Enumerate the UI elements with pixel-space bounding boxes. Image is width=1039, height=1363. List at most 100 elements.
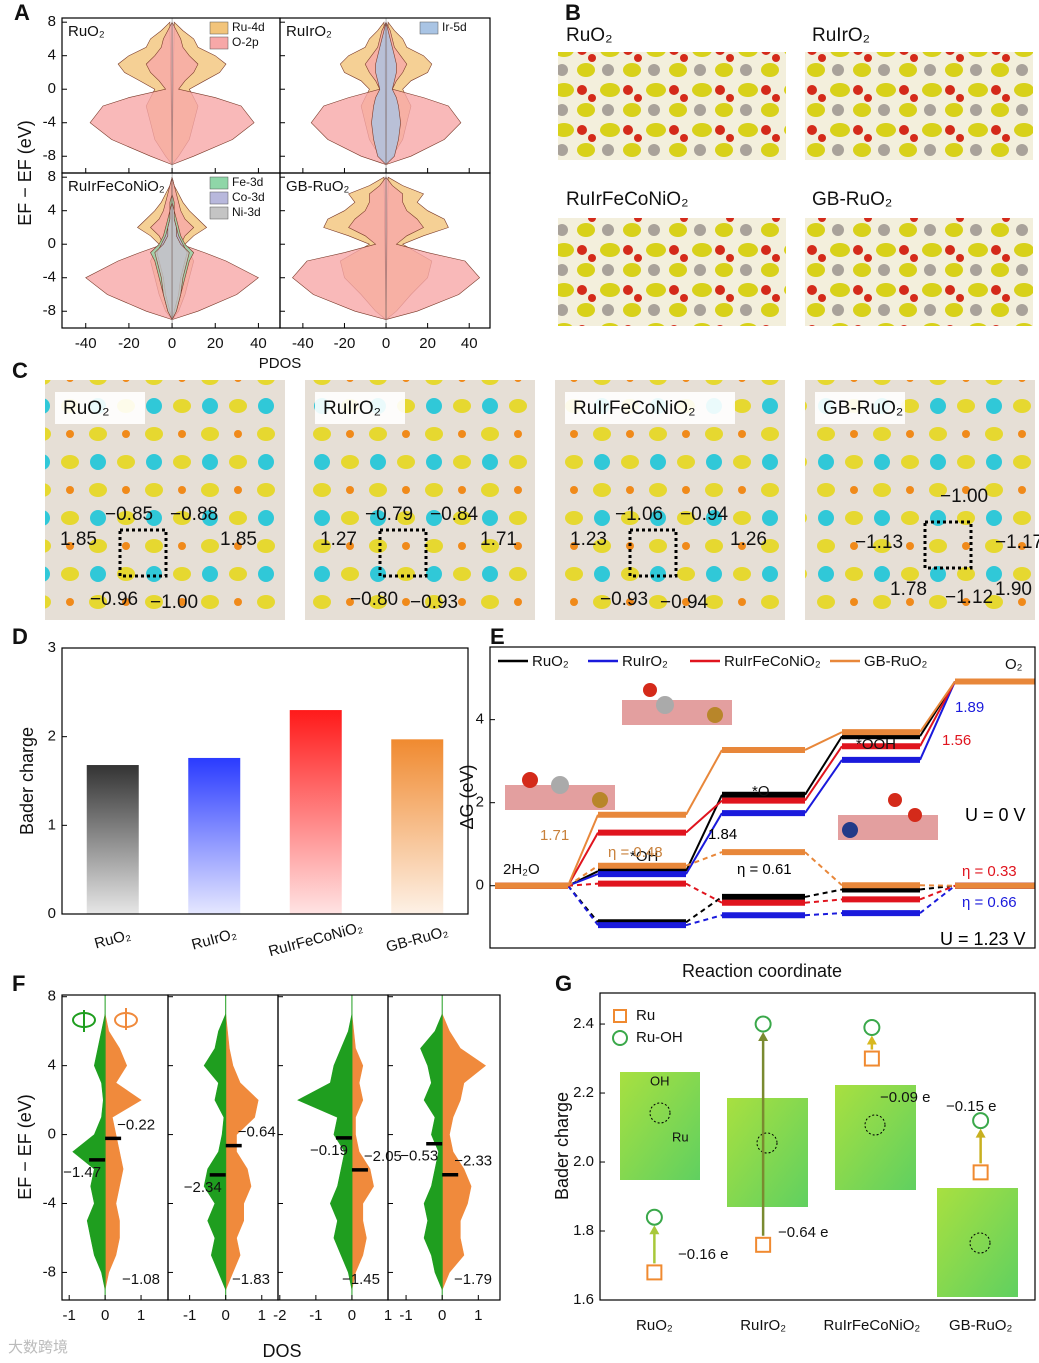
charge-label: −1.00	[940, 486, 988, 507]
structure-label: RuIrO₂	[812, 25, 870, 46]
legend-swatch	[209, 191, 229, 205]
y-axis-label: Bader charge	[552, 1092, 572, 1200]
step-connector	[804, 851, 843, 887]
charge-insets	[620, 1072, 1018, 1297]
x-tick-label: GB-RuO₂	[949, 1317, 1013, 1334]
inset-label: Ru	[672, 1129, 689, 1144]
charge-label: 1.71	[480, 529, 517, 550]
annotation: η = 0.48	[608, 844, 663, 861]
charge-label: 1.27	[320, 529, 357, 550]
y-tick-label: 1.6	[573, 1291, 594, 1308]
point	[863, 1018, 881, 1036]
subplot-title: RuO₂	[68, 23, 105, 40]
band-center-label: −0.22	[117, 1116, 155, 1133]
annotation: −0.09 e	[880, 1089, 930, 1106]
pdos-area	[292, 176, 387, 320]
annotation: U = 1.23 V	[940, 929, 1026, 949]
x-tick-label: -20	[334, 335, 356, 352]
structure-image	[805, 218, 1033, 326]
y-tick-label: 0	[48, 1126, 56, 1143]
annotation: 1.84	[708, 826, 737, 843]
legend-swatch	[419, 21, 439, 35]
pdos-area	[171, 22, 255, 166]
band-center-label: −0.64	[238, 1124, 276, 1141]
annotation: η = 0.66	[962, 894, 1017, 911]
band-center-label: −2.33	[454, 1153, 492, 1170]
x-tick-label: RuIrFeCoNiO₂	[267, 919, 365, 960]
charge-label: 1.85	[220, 529, 257, 550]
charge-label: −0.88	[170, 504, 218, 525]
structure-label: GB-RuO₂	[823, 398, 903, 419]
x-tick-label: 40	[461, 335, 478, 352]
pdos-area	[171, 177, 259, 321]
bar	[289, 710, 342, 914]
charge-label: 1.23	[570, 529, 607, 550]
dos-area	[203, 1013, 226, 1290]
x-tick-label: 0	[101, 1307, 109, 1324]
x-tick-label: -40	[292, 335, 314, 352]
y-axis-label: EF − EF (eV)	[15, 1094, 35, 1200]
charge-label: −1.00	[150, 592, 198, 613]
label-box	[815, 392, 905, 424]
bar	[188, 757, 241, 914]
dotted-box	[118, 528, 168, 578]
x-tick-label: 1	[384, 1307, 392, 1324]
dotted-box	[378, 528, 428, 578]
y-axis-label: ΔG (eV)	[457, 764, 477, 829]
x-tick-label: 1	[474, 1307, 482, 1324]
inset-label: OH	[650, 1073, 670, 1088]
y-tick-label: 1	[48, 816, 56, 833]
dotted-box	[628, 528, 678, 578]
step-connector	[567, 885, 599, 926]
step-connector	[919, 884, 956, 901]
legend-swatch	[209, 36, 229, 50]
point	[646, 1264, 663, 1281]
y-tick-label: -4	[43, 269, 56, 286]
subplot-title: RuIrO₂	[286, 23, 332, 40]
note: −1.79	[454, 1271, 492, 1288]
step-connector	[919, 681, 956, 761]
charge-label: −1.06	[615, 504, 663, 525]
arrow-head	[758, 1032, 769, 1042]
legend-label: Fe-3d	[232, 175, 263, 189]
structure-image	[558, 218, 786, 326]
step-label: O₂	[1005, 656, 1023, 673]
legend-label: RuIrFeCoNiO₂	[724, 653, 821, 670]
y-tick-label: 0	[48, 80, 56, 97]
y-tick-label: 2	[476, 794, 484, 811]
spin-icons	[72, 1008, 138, 1032]
x-tick-label: GB-RuO₂	[384, 923, 450, 956]
bar	[86, 765, 139, 914]
y-tick-label: 8	[48, 168, 56, 185]
pdos-area	[385, 22, 462, 166]
step-connector	[804, 745, 843, 802]
watermark: 大数跨境	[8, 1338, 68, 1356]
x-tick-label: RuO₂	[636, 1317, 673, 1334]
y-tick-label: 4	[476, 711, 484, 728]
structure-label: RuIrFeCoNiO₂	[573, 398, 695, 419]
plot-frame	[279, 172, 491, 329]
panel-label: G	[555, 971, 572, 996]
legend-label: GB-RuO₂	[864, 653, 928, 670]
band-center-label: −1.47	[63, 1164, 101, 1181]
band-center-label: −2.05	[364, 1148, 402, 1165]
note: −1.08	[122, 1271, 160, 1288]
legend-label: O-2p	[232, 35, 259, 49]
annotation: −0.64 e	[778, 1224, 828, 1241]
charge-label: −0.93	[600, 589, 648, 610]
band-center-label: −0.53	[400, 1148, 438, 1165]
legend-marker	[613, 1009, 627, 1023]
y-axis-label: Bader charge	[17, 727, 37, 835]
structure-label: RuO₂	[63, 398, 109, 419]
x-tick-label: -20	[118, 335, 140, 352]
plot-frame	[61, 647, 469, 915]
panel-label: D	[12, 624, 28, 649]
annotation: η = 0.61	[737, 861, 792, 878]
legend-label: Ru-4d	[232, 20, 265, 34]
charge-label: −0.96	[90, 589, 138, 610]
charge-label: −0.79	[365, 504, 413, 525]
point	[645, 1208, 663, 1226]
x-tick-label: 0	[168, 335, 176, 352]
annotation: −0.15 e	[946, 1098, 996, 1115]
